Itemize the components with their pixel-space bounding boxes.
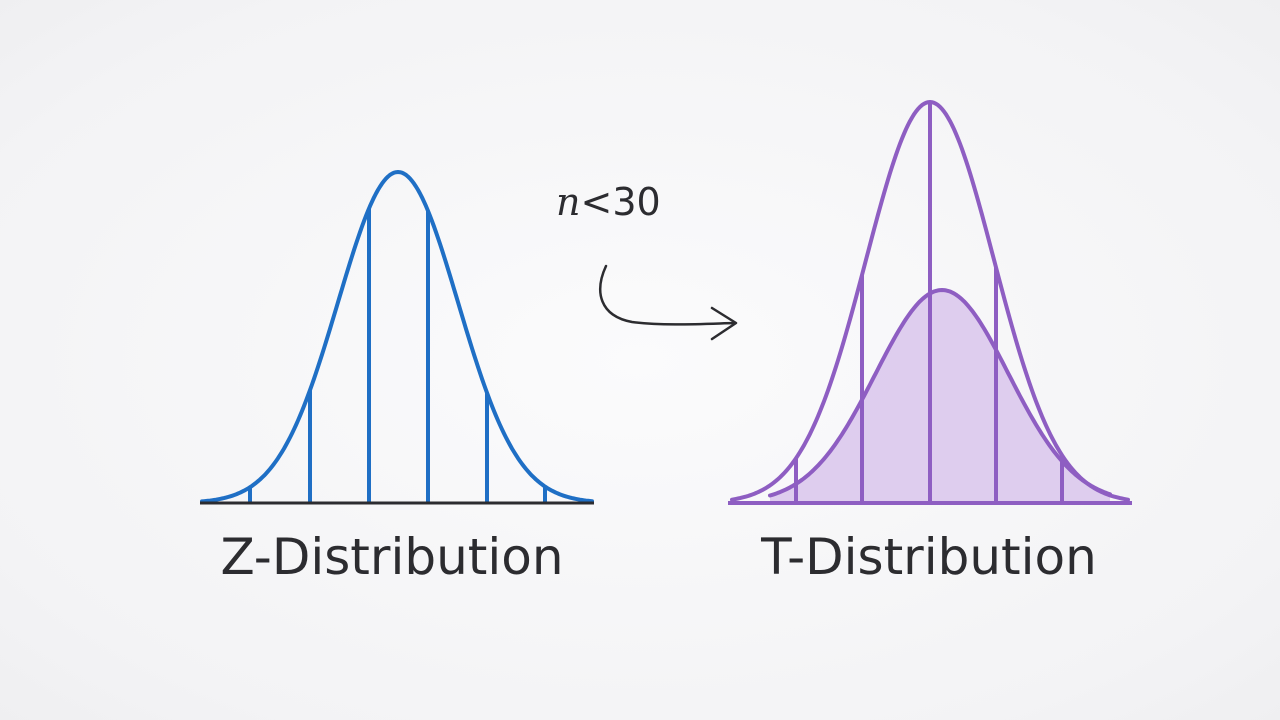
z-distribution-divider-lines bbox=[248, 208, 547, 503]
z-distribution-panel: Z-Distribution bbox=[200, 170, 594, 586]
z-distribution-caption: Z-Distribution bbox=[220, 528, 563, 586]
t-distribution-curve bbox=[768, 288, 1112, 498]
t-distribution-panel: T-Distribution bbox=[728, 100, 1132, 586]
t-distribution-caption: T-Distribution bbox=[760, 528, 1097, 586]
sample-size-condition: n<30 bbox=[556, 180, 661, 224]
t-distribution-divider-lines bbox=[794, 102, 1064, 503]
z-distribution-curve bbox=[200, 170, 594, 504]
t-distribution-shaded-area bbox=[770, 290, 1110, 503]
transition-group: n<30 bbox=[556, 180, 738, 341]
condition-threshold: <30 bbox=[580, 180, 660, 224]
curved-arrow-right-icon bbox=[599, 264, 738, 341]
condition-variable: n bbox=[556, 180, 580, 224]
